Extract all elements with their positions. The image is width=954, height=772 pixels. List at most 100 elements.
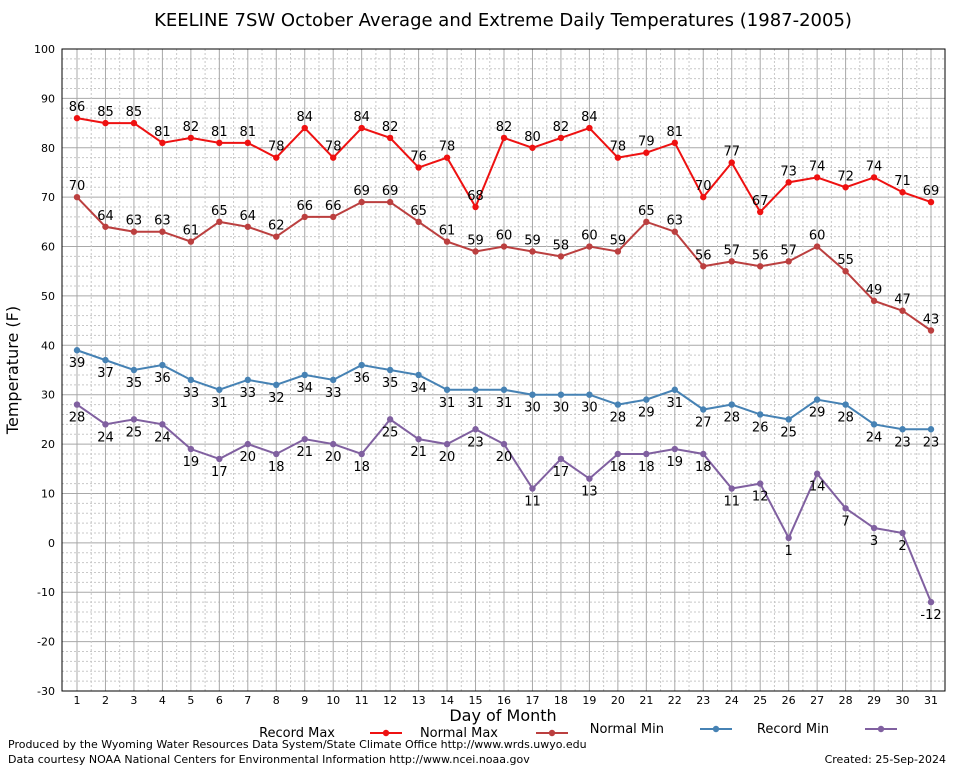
x-tick-label: 9	[301, 694, 308, 707]
record-min-data-label: 24	[97, 430, 114, 445]
x-tick-label: 15	[469, 694, 483, 707]
record-max-point	[813, 174, 821, 181]
record-max-data-label: 85	[97, 105, 114, 120]
record-max-data-label: 82	[553, 120, 570, 135]
record-max-point	[500, 134, 508, 142]
record-max-data-label: 80	[524, 130, 541, 145]
record-min-data-label: 2	[898, 539, 906, 554]
record-min-point	[330, 440, 337, 448]
chart-title: KEELINE 7SW October Average and Extreme …	[154, 10, 852, 31]
normal-min-point	[529, 391, 536, 398]
record-max-data-label: 72	[837, 169, 854, 184]
x-tick-label: 29	[867, 694, 881, 707]
x-tick-label: 3	[130, 694, 137, 707]
x-tick-label: 8	[273, 694, 280, 707]
y-tick-label: 80	[41, 142, 55, 155]
normal-min-point	[130, 366, 138, 374]
normal-min-data-label: 35	[382, 376, 399, 391]
record-max-data-label: 82	[496, 120, 513, 135]
y-tick-label: 90	[41, 92, 55, 105]
record-min-data-label: 14	[809, 480, 826, 495]
normal-max-data-label: 60	[581, 229, 598, 244]
record-min-point	[159, 421, 166, 428]
x-tick-label: 13	[412, 694, 426, 707]
normal-min-point	[415, 371, 422, 379]
record-max-data-label: 69	[923, 184, 940, 199]
record-min-data-label: 23	[467, 435, 484, 450]
normal-max-point	[102, 223, 109, 230]
normal-max-point	[244, 223, 251, 230]
x-tick-label: 23	[696, 694, 710, 707]
x-tick-label: 25	[753, 694, 767, 707]
x-tick-label: 2	[102, 694, 109, 707]
normal-max-data-label: 69	[353, 184, 370, 199]
normal-min-data-label: 30	[553, 401, 570, 416]
record-max-data-label: 67	[752, 194, 769, 209]
record-min-data-label: -12	[920, 608, 941, 623]
normal-min-point	[301, 371, 308, 379]
normal-max-data-label: 56	[695, 248, 712, 263]
x-tick-label: 4	[159, 694, 166, 707]
normal-min-data-label: 36	[353, 371, 370, 386]
normal-max-point	[386, 198, 394, 206]
record-min-point	[273, 450, 280, 458]
record-max-data-label: 82	[382, 120, 399, 135]
x-tick-label: 16	[497, 694, 511, 707]
record-max-data-label: 85	[126, 105, 143, 120]
record-max-data-label: 82	[183, 120, 200, 135]
record-min-data-label: 18	[638, 460, 655, 475]
normal-max-data-label: 43	[923, 312, 940, 327]
normal-min-point	[671, 386, 678, 393]
record-min-data-label: 20	[325, 450, 342, 465]
record-min-data-label: 18	[353, 460, 370, 475]
x-tick-label: 11	[355, 694, 369, 707]
x-tick-label: 7	[244, 694, 251, 707]
x-tick-label: 31	[924, 694, 938, 707]
record-min-data-label: 17	[553, 465, 570, 480]
normal-max-point	[73, 193, 81, 201]
normal-max-point	[614, 248, 622, 255]
normal-max-data-label: 65	[410, 204, 427, 219]
normal-max-data-label: 63	[126, 214, 143, 229]
record-min-data-label: 13	[581, 485, 598, 500]
record-max-point	[757, 208, 764, 216]
normal-min-data-label: 29	[638, 406, 655, 421]
normal-max-point	[586, 243, 593, 250]
x-tick-label: 22	[668, 694, 682, 707]
normal-min-point	[614, 401, 622, 408]
normal-max-point	[330, 213, 337, 221]
record-min-data-label: 21	[296, 445, 313, 460]
normal-min-point	[842, 401, 849, 408]
record-max-data-label: 84	[296, 110, 313, 125]
record-max-point	[927, 198, 935, 206]
record-max-data-label: 84	[353, 110, 370, 125]
normal-min-data-label: 37	[97, 366, 114, 381]
record-min-data-label: 18	[268, 460, 285, 475]
record-min-point	[557, 455, 565, 463]
record-min-data-label: 24	[154, 430, 171, 445]
normal-max-data-label: 56	[752, 248, 769, 263]
record-max-data-label: 76	[410, 150, 427, 165]
normal-min-point	[785, 416, 792, 423]
normal-max-point	[842, 268, 849, 275]
normal-min-data-label: 31	[667, 396, 684, 411]
normal-max-data-label: 60	[809, 229, 826, 244]
normal-min-data-label: 35	[126, 376, 143, 391]
normal-max-point	[870, 297, 878, 305]
normal-max-data-label: 47	[894, 293, 911, 308]
normal-max-point	[159, 228, 166, 235]
normal-max-point	[557, 253, 565, 260]
record-min-point	[500, 440, 508, 448]
normal-min-data-label: 33	[325, 386, 342, 401]
record-min-point	[102, 421, 109, 428]
record-min-point	[643, 450, 650, 458]
record-min-data-label: 18	[610, 460, 627, 475]
normal-min-data-label: 32	[268, 391, 285, 406]
normal-max-data-label: 61	[183, 224, 200, 239]
record-max-data-label: 78	[610, 140, 627, 155]
normal-max-point	[757, 263, 764, 270]
normal-min-data-label: 31	[439, 396, 456, 411]
record-min-data-label: 20	[240, 450, 257, 465]
normal-max-point	[358, 198, 365, 206]
